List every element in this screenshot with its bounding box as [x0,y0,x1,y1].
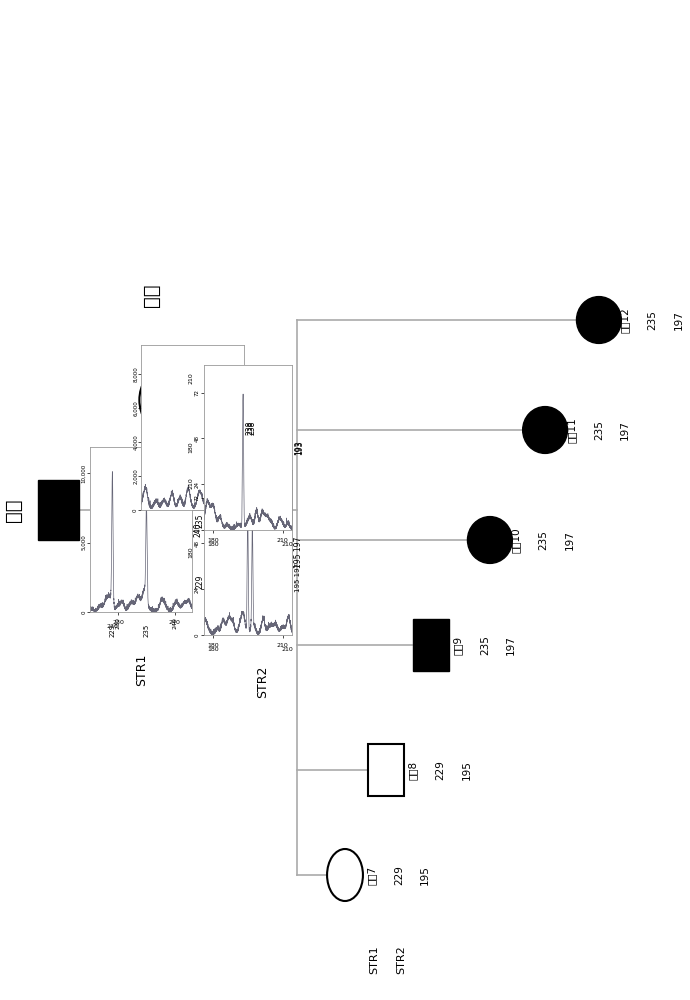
Text: 胚胎10: 胚胎10 [511,527,521,553]
Text: 235: 235 [195,514,204,528]
Text: 238: 238 [247,420,256,435]
Text: 210: 210 [282,542,293,547]
Text: 235: 235 [594,420,604,440]
Text: 238: 238 [246,420,255,435]
Text: 胚胎7: 胚胎7 [366,865,376,885]
Text: 229: 229 [394,865,404,885]
Text: STR2: STR2 [256,666,268,698]
Text: 母本: 母本 [142,283,161,307]
Text: 父本: 父本 [4,498,23,522]
Bar [368,744,404,796]
Text: STR1: STR1 [370,946,380,974]
Text: 229: 229 [435,760,445,780]
Text: 180: 180 [207,647,219,652]
Bar [38,480,79,540]
Text: 195: 195 [420,865,430,885]
Text: 193: 193 [294,440,303,455]
Text: 180: 180 [188,442,194,453]
Text: 210: 210 [188,477,194,489]
Text: 180: 180 [207,542,219,547]
Text: 胚胎9: 胚胎9 [453,635,462,655]
Text: 210: 210 [188,372,194,384]
Text: 230: 230 [115,617,121,629]
Text: 193: 193 [295,440,304,455]
Text: 197: 197 [620,420,630,440]
Text: 235: 235 [648,310,658,330]
Text: 197: 197 [506,635,516,655]
Text: 210: 210 [282,647,293,652]
Text: 胚胎11: 胚胎11 [566,417,576,443]
Text: 235: 235 [144,624,150,637]
Bar [413,619,449,671]
Text: 229: 229 [195,575,204,589]
Ellipse shape [523,407,567,453]
Text: 197: 197 [674,310,684,330]
Text: 胚胎8: 胚胎8 [408,760,417,780]
Text: 胚胎12: 胚胎12 [620,307,630,333]
Text: 230: 230 [106,624,118,629]
Text: 197: 197 [565,530,575,550]
Text: 195 197: 195 197 [294,537,303,568]
Ellipse shape [468,517,512,563]
Ellipse shape [577,297,621,343]
Text: 235: 235 [539,530,549,550]
Text: 195: 195 [462,760,471,780]
Text: STR2: STR2 [397,946,406,974]
Text: 195 197: 195 197 [295,563,302,592]
Text: 180: 180 [188,547,194,558]
Text: 229: 229 [110,624,115,637]
Text: STR1: STR1 [135,654,148,686]
Text: 235: 235 [480,635,490,655]
Text: 240: 240 [172,617,177,629]
Text: 240: 240 [194,522,203,537]
